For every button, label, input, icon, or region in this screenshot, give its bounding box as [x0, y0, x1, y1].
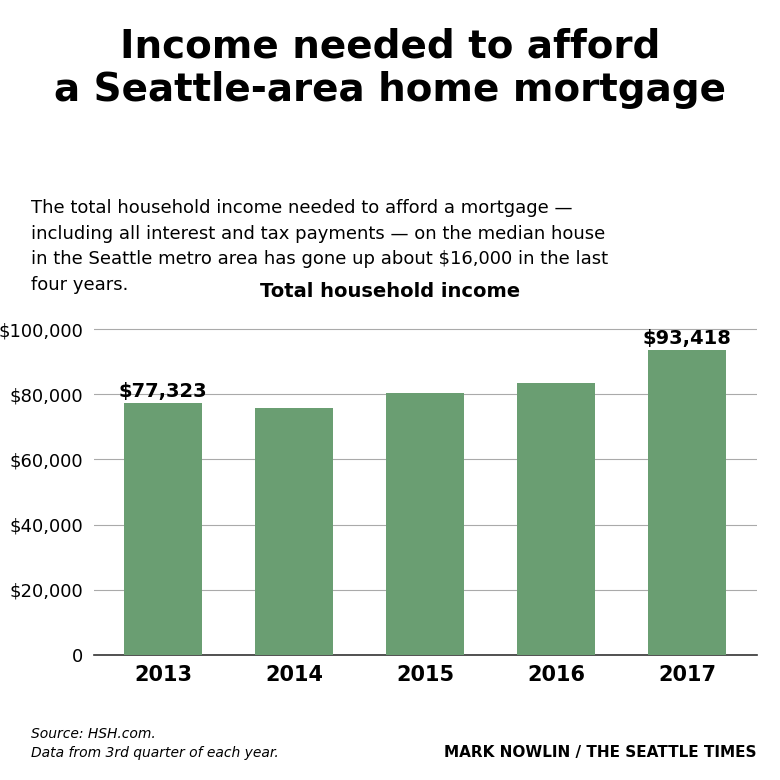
Text: Source: HSH.com.
Data from 3rd quarter of each year.: Source: HSH.com. Data from 3rd quarter o… — [31, 727, 279, 760]
Text: The total household income needed to afford a mortgage —
including all interest : The total household income needed to aff… — [31, 199, 608, 294]
Text: $93,418: $93,418 — [643, 329, 732, 348]
Bar — [255, 408, 333, 655]
Text: $77,323: $77,323 — [119, 381, 207, 401]
Bar — [386, 393, 464, 655]
Bar — [124, 403, 202, 655]
Text: Income needed to afford
a Seattle-area home mortgage: Income needed to afford a Seattle-area h… — [54, 27, 726, 109]
Bar — [517, 383, 595, 655]
Text: MARK NOWLIN / THE SEATTLE TIMES: MARK NOWLIN / THE SEATTLE TIMES — [444, 746, 757, 760]
Bar — [648, 350, 726, 655]
Text: Total household income: Total household income — [260, 282, 520, 301]
